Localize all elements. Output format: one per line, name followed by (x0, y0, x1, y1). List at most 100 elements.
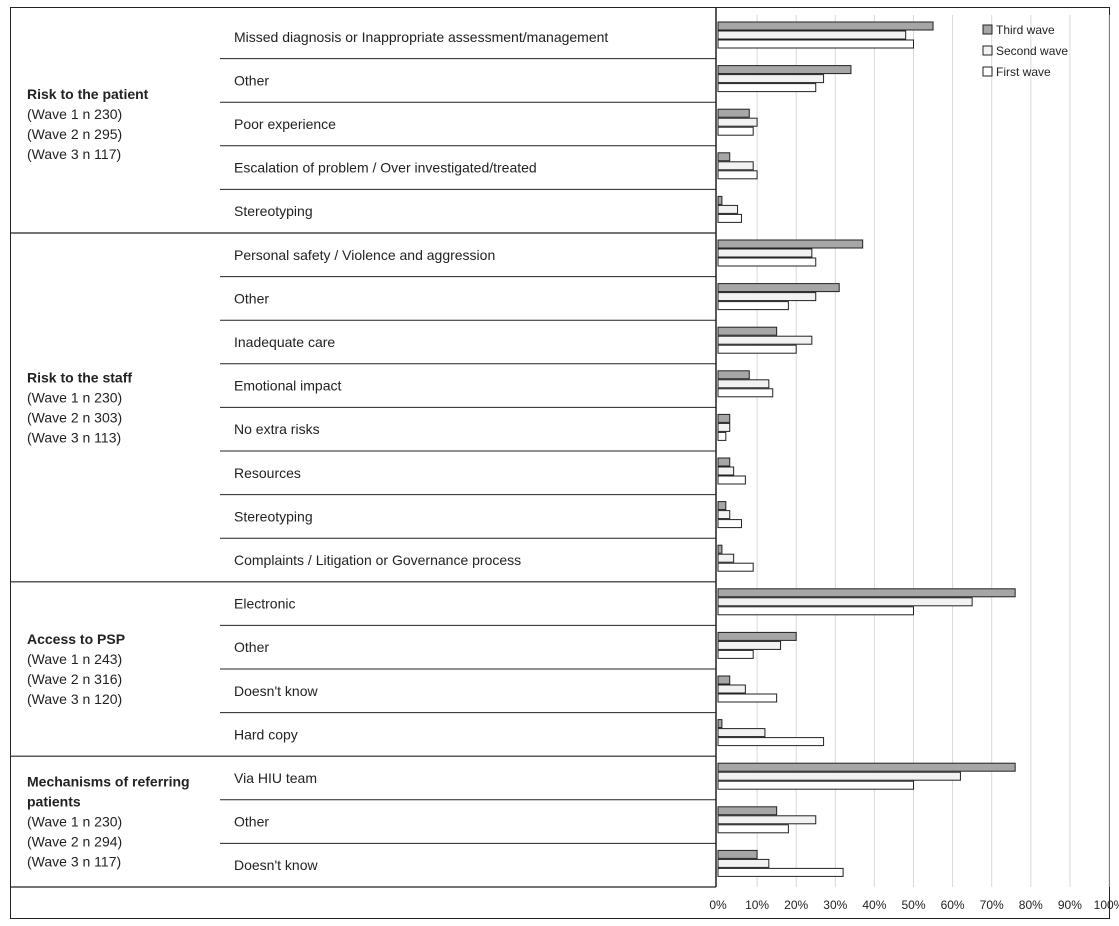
bar-first-wave (717, 301, 789, 311)
x-tick-label: 30% (823, 898, 847, 912)
bar-second-wave (717, 30, 907, 40)
row-label: Hard copy (234, 726, 298, 742)
legend-swatch (982, 66, 993, 77)
bar-first-wave (717, 39, 914, 49)
x-tick-label: 10% (745, 898, 769, 912)
row-label: No extra risks (234, 421, 320, 437)
bar-second-wave (717, 74, 825, 84)
bar-third-wave (717, 65, 852, 75)
row-label: Missed diagnosis or Inappropriate assess… (234, 29, 608, 45)
bar-second-wave (717, 684, 746, 694)
x-tick-label: 60% (941, 898, 965, 912)
group-note: (Wave 1 n 230) (27, 106, 122, 122)
group-note: (Wave 1 n 230) (27, 389, 122, 405)
bar-second-wave (717, 640, 782, 650)
bar-third-wave (717, 239, 864, 249)
legend-label: Second wave (996, 44, 1068, 58)
x-tick-label: 90% (1058, 898, 1082, 912)
row-label: Stereotyping (234, 203, 313, 219)
bar-third-wave (717, 501, 727, 511)
group-note: (Wave 2 n 294) (27, 834, 122, 850)
bar-first-wave (717, 606, 914, 616)
bar-second-wave (717, 248, 813, 258)
row-label: Inadequate care (234, 334, 335, 350)
x-tick-label: 70% (980, 898, 1004, 912)
group-note: (Wave 3 n 120) (27, 691, 122, 707)
bar-third-wave (717, 195, 723, 205)
bar-second-wave (717, 815, 817, 825)
row-label: Electronic (234, 596, 295, 612)
bar-second-wave (717, 466, 735, 476)
bar-third-wave (717, 283, 840, 293)
bar-second-wave (717, 771, 961, 781)
group-note: (Wave 2 n 295) (27, 126, 122, 142)
group-note: (Wave 2 n 316) (27, 671, 122, 687)
row-label: Escalation of problem / Over investigate… (234, 160, 537, 176)
bar-first-wave (717, 693, 778, 703)
group-title: Risk to the patient (27, 86, 149, 102)
group-title: Access to PSP (27, 631, 125, 647)
bar-second-wave (717, 728, 766, 738)
row-label: Poor experience (234, 116, 336, 132)
bar-third-wave (717, 152, 731, 162)
row-label: Other (234, 639, 269, 655)
bar-second-wave (717, 292, 817, 302)
legend-swatch (982, 45, 993, 56)
bar-first-wave (717, 388, 774, 398)
bar-third-wave (717, 370, 750, 380)
bar-second-wave (717, 117, 758, 127)
row-label: Via HIU team (234, 770, 317, 786)
bar-third-wave (717, 326, 778, 336)
row-label: Stereotyping (234, 508, 313, 524)
bar-first-wave (717, 649, 754, 659)
bar-third-wave (717, 457, 731, 467)
group-title: patients (27, 794, 81, 810)
row-label: Complaints / Litigation or Governance pr… (234, 552, 521, 568)
bar-first-wave (717, 344, 797, 354)
group-note: (Wave 3 n 117) (27, 854, 121, 870)
bar-third-wave (717, 631, 797, 641)
bar-first-wave (717, 562, 754, 572)
bar-first-wave (717, 867, 844, 877)
bar-third-wave (717, 762, 1016, 772)
bar-second-wave (717, 597, 973, 607)
bar-second-wave (717, 858, 770, 868)
bar-third-wave (717, 675, 731, 685)
bar-second-wave (717, 422, 731, 432)
bar-first-wave (717, 824, 789, 834)
bar-second-wave (717, 379, 770, 389)
bar-first-wave (717, 213, 742, 223)
row-label: Resources (234, 465, 301, 481)
bar-first-wave (717, 780, 914, 790)
bar-third-wave (717, 588, 1016, 598)
row-label: Other (234, 814, 269, 830)
x-tick-label: 50% (901, 898, 925, 912)
x-tick-label: 20% (784, 898, 808, 912)
row-label: Doesn't know (234, 857, 318, 873)
x-tick-label: 100% (1094, 898, 1119, 912)
group-note: (Wave 2 n 303) (27, 409, 122, 425)
group-note: (Wave 3 n 117) (27, 146, 121, 162)
row-label: Other (234, 290, 269, 306)
legend-swatch (982, 24, 993, 35)
row-label: Personal safety / Violence and aggressio… (234, 247, 495, 263)
bar-third-wave (717, 544, 723, 554)
bar-second-wave (717, 161, 754, 171)
bar-first-wave (717, 257, 817, 267)
group-note: (Wave 3 n 113) (27, 429, 121, 445)
bar-first-wave (717, 431, 727, 441)
bar-second-wave (717, 510, 731, 520)
bar-first-wave (717, 170, 758, 180)
row-label: Other (234, 72, 269, 88)
x-tick-label: 40% (862, 898, 886, 912)
bar-third-wave (717, 413, 731, 423)
group-title: Risk to the staff (27, 369, 132, 385)
bar-second-wave (717, 204, 739, 214)
bar-first-wave (717, 737, 825, 747)
bar-first-wave (717, 519, 742, 529)
row-label: Doesn't know (234, 683, 318, 699)
group-note: (Wave 1 n 243) (27, 651, 122, 667)
bar-third-wave (717, 108, 750, 118)
bar-third-wave (717, 719, 723, 729)
